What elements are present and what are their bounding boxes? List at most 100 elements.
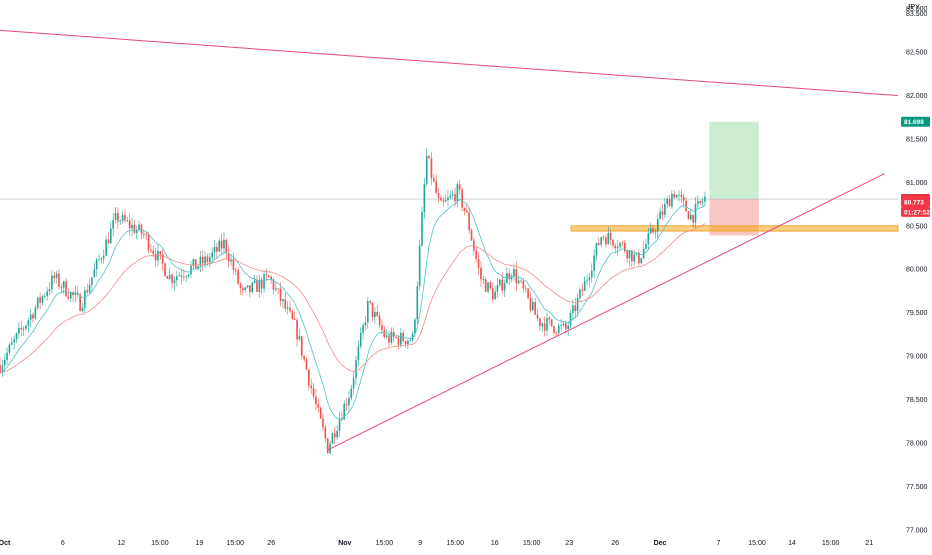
x-tick-label: 15:00 <box>447 540 465 547</box>
candle-body <box>138 224 140 231</box>
candle-body <box>484 279 487 292</box>
candle-body <box>253 280 256 283</box>
candle-body <box>32 314 34 319</box>
candle-body <box>350 388 353 398</box>
candle-body <box>289 307 291 312</box>
candle-body <box>8 344 11 353</box>
candle-body <box>126 220 129 222</box>
candle-body <box>496 285 499 292</box>
y-tick-label: 79.000 <box>906 354 928 361</box>
candle-body <box>579 289 581 298</box>
candle-body <box>279 288 282 301</box>
candle-body <box>675 195 678 198</box>
candle-body <box>649 228 652 234</box>
candle-body <box>362 325 364 333</box>
candle-body <box>458 184 461 190</box>
candle-body <box>581 289 584 291</box>
candle-body <box>171 274 173 283</box>
candle-body <box>34 307 37 319</box>
candle-body <box>227 253 230 262</box>
ema-slow-line <box>0 223 706 373</box>
candle-body <box>282 299 284 301</box>
candle-body <box>536 314 539 319</box>
candle-body <box>86 290 89 293</box>
candle-body <box>310 385 313 389</box>
candle-body <box>183 276 185 278</box>
candle-body <box>168 274 171 279</box>
time-axis[interactable]: Oct 6 12 15:00 19 15:00 26 Nov 15:00 9 15:00 16 15:0… <box>0 540 873 547</box>
candle-body <box>69 292 72 299</box>
candle-body <box>388 335 390 343</box>
symbol-tag: JPY <box>907 4 920 11</box>
x-tick-label: 15:00 <box>822 540 840 547</box>
zones-layer <box>0 121 899 236</box>
candle-body <box>656 219 659 232</box>
candle-body <box>680 194 683 197</box>
candle-body <box>267 275 270 277</box>
candle-body <box>494 291 496 300</box>
candle-body <box>1 365 4 373</box>
candle-body <box>20 327 23 330</box>
candle-body <box>454 194 456 202</box>
candle-body <box>595 243 598 256</box>
y-tick-label-top: 83.500 <box>906 11 928 18</box>
candle-body <box>0 364 1 373</box>
candle-body <box>91 277 93 285</box>
candle-body <box>249 285 251 293</box>
candle-body <box>687 211 690 220</box>
candle-body <box>197 266 199 269</box>
candle-body <box>635 252 638 255</box>
candle-body <box>694 204 697 223</box>
candle-body <box>668 199 671 207</box>
price-tag-bg <box>901 206 930 217</box>
candle-body <box>468 212 470 231</box>
candle-body <box>260 279 263 289</box>
candle-body <box>258 279 261 292</box>
candle-body <box>239 283 242 289</box>
candle-body <box>555 332 558 334</box>
price-tag-bg <box>901 116 930 127</box>
price-axis[interactable]: JPY 83.000 82.500 82.000 81.500 81.000 80.500… <box>906 4 928 534</box>
x-tick-label: 15:00 <box>748 540 766 547</box>
candle-body <box>543 323 546 331</box>
candle-body <box>336 430 338 438</box>
candle-body <box>371 302 374 318</box>
candle-body <box>109 228 112 244</box>
candle-body <box>55 273 58 279</box>
candle-body <box>628 250 631 259</box>
candles-layer <box>0 148 706 455</box>
candle-body <box>48 289 51 292</box>
candle-body <box>225 239 228 254</box>
candle-body <box>190 265 192 275</box>
candle-body <box>366 300 369 323</box>
candle-body <box>128 220 131 229</box>
candle-body <box>421 212 423 246</box>
candle-body <box>100 258 103 260</box>
candle-body <box>117 212 119 222</box>
candle-body <box>142 233 145 235</box>
candle-body <box>418 245 421 287</box>
candle-body <box>616 247 619 249</box>
candle-body <box>588 277 591 281</box>
candle-body <box>284 299 287 309</box>
candle-body <box>230 260 232 262</box>
candle-body <box>348 397 350 406</box>
candle-body <box>10 342 13 345</box>
candle-body <box>654 231 657 233</box>
candle-body <box>65 281 67 297</box>
candle-body <box>25 325 27 329</box>
candle-body <box>411 333 414 341</box>
candle-body <box>541 323 544 327</box>
candle-body <box>154 254 157 261</box>
candle-body <box>697 201 699 205</box>
candle-body <box>98 258 100 260</box>
candle-body <box>529 298 532 311</box>
candle-body <box>614 245 617 249</box>
x-tick-label: Dec <box>654 540 667 547</box>
candle-body <box>444 200 447 202</box>
candle-body <box>209 257 211 263</box>
candle-body <box>532 302 534 311</box>
candle-body <box>539 318 541 327</box>
